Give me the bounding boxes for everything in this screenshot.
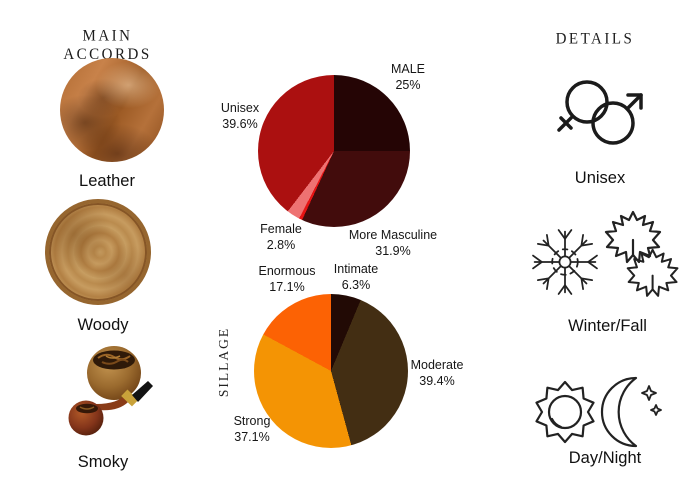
details-title: DETAILS — [555, 30, 635, 48]
snowflake-icon — [532, 229, 598, 295]
sillage-axis-title: SILLAGE — [216, 326, 231, 398]
pie-label-unisex: Unisex 39.6% — [220, 101, 260, 131]
wood-slice-image — [45, 199, 151, 305]
sun-moon-icon — [535, 376, 662, 448]
pie-label-male: MALE 25% — [390, 62, 426, 92]
gender-unisex-icon — [557, 80, 643, 145]
accord-label-woody: Woody — [77, 316, 129, 334]
pie-label-strong: Strong 37.1% — [233, 414, 271, 444]
pie-label-more-masculine: More Masculine 31.9% — [348, 228, 438, 258]
sillage-pie-chart — [254, 294, 408, 448]
moon-icon — [600, 376, 638, 448]
tobacco-pipe-image — [68, 346, 153, 436]
detail-label-unisex: Unisex — [574, 169, 626, 187]
sparkle-star-icon — [650, 404, 662, 416]
maple-leaf-icon — [626, 248, 679, 297]
leather-image — [60, 58, 164, 162]
maple-leaf-icon — [604, 210, 662, 264]
pie-label-intimate: Intimate 6.3% — [333, 262, 379, 292]
pie-label-enormous: Enormous 17.1% — [258, 264, 316, 294]
accord-label-leather: Leather — [79, 172, 135, 190]
sun-icon — [535, 380, 595, 444]
pie-label-moderate: Moderate 39.4% — [410, 358, 464, 388]
sparkle-star-icon — [641, 385, 657, 401]
detail-label-winter-fall: Winter/Fall — [568, 317, 647, 335]
snowflake-maple-leaves-icon — [532, 210, 679, 297]
main-accords-title: MAIN ACCORDS — [63, 27, 152, 64]
detail-label-day-night: Day/Night — [568, 449, 642, 467]
pie-label-female: Female 2.8% — [260, 222, 302, 252]
accord-label-smoky: Smoky — [77, 453, 129, 471]
gender-pie-chart — [258, 75, 410, 227]
